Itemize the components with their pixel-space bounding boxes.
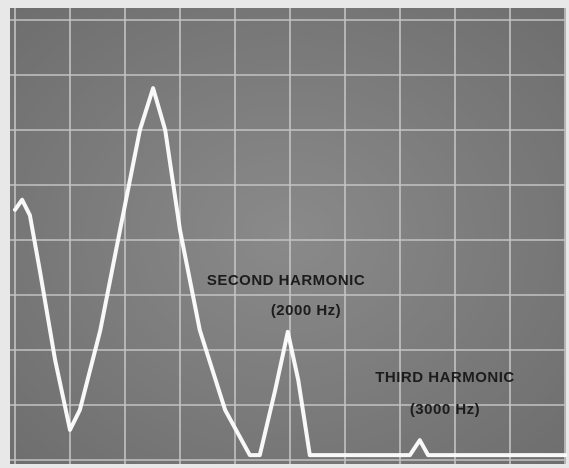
- annotation: THIRD HARMONIC: [375, 369, 515, 386]
- screen-background: [10, 8, 566, 464]
- trace: [13, 86, 567, 458]
- annotation: (2000 Hz): [271, 302, 341, 319]
- annotation: SECOND HARMONIC: [207, 272, 365, 289]
- annotation: (3000 Hz): [410, 401, 480, 418]
